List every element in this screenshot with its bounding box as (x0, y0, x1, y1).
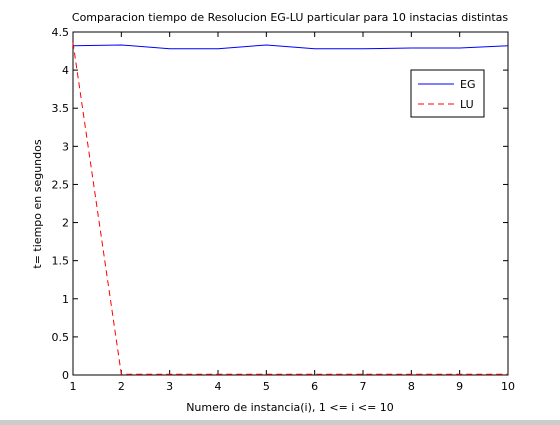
x-tick-label: 2 (118, 380, 125, 393)
x-tick-label: 8 (408, 380, 415, 393)
y-tick-label: 0 (62, 369, 69, 382)
y-tick-label: 3.5 (52, 102, 70, 115)
y-tick-label: 4 (62, 64, 69, 77)
series-line-eg (72, 44, 509, 50)
x-tick-label: 9 (456, 380, 463, 393)
y-tick-label: 1.5 (52, 255, 70, 268)
x-tick-label: 3 (166, 380, 173, 393)
legend: EG LU (410, 69, 485, 118)
x-tick-label: 10 (501, 380, 515, 393)
legend-label-lu: LU (460, 98, 474, 111)
x-tick-label: 5 (263, 380, 270, 393)
series-lines (72, 42, 509, 375)
legend-label-eg: EG (460, 78, 475, 91)
x-tick-label: 6 (311, 380, 318, 393)
y-tick-label: 2.5 (52, 178, 70, 191)
axis-ticks: 1 2 3 4 5 6 7 8 9 10 0 0.5 1 1.5 2 2.5 3 3.5 4 4.5 (52, 26, 516, 393)
y-tick-label: 1 (62, 293, 69, 306)
y-tick-label: 2 (62, 217, 69, 230)
y-tick-label: 4.5 (52, 26, 70, 39)
x-tick-label: 1 (70, 380, 77, 393)
legend-box (410, 69, 485, 118)
y-tick-label: 0.5 (52, 331, 70, 344)
y-tick-label: 3 (62, 140, 69, 153)
chart-title: Comparacion tiempo de Resolucion EG-LU p… (72, 11, 508, 24)
series-line-lu (72, 42, 508, 375)
x-axis-label: Numero de instancia(i), 1 <= i <= 10 (186, 401, 394, 414)
x-tick-label: 7 (360, 380, 367, 393)
x-tick-label: 4 (215, 380, 222, 393)
y-axis-label: t= tiempo en segundos (31, 139, 44, 268)
